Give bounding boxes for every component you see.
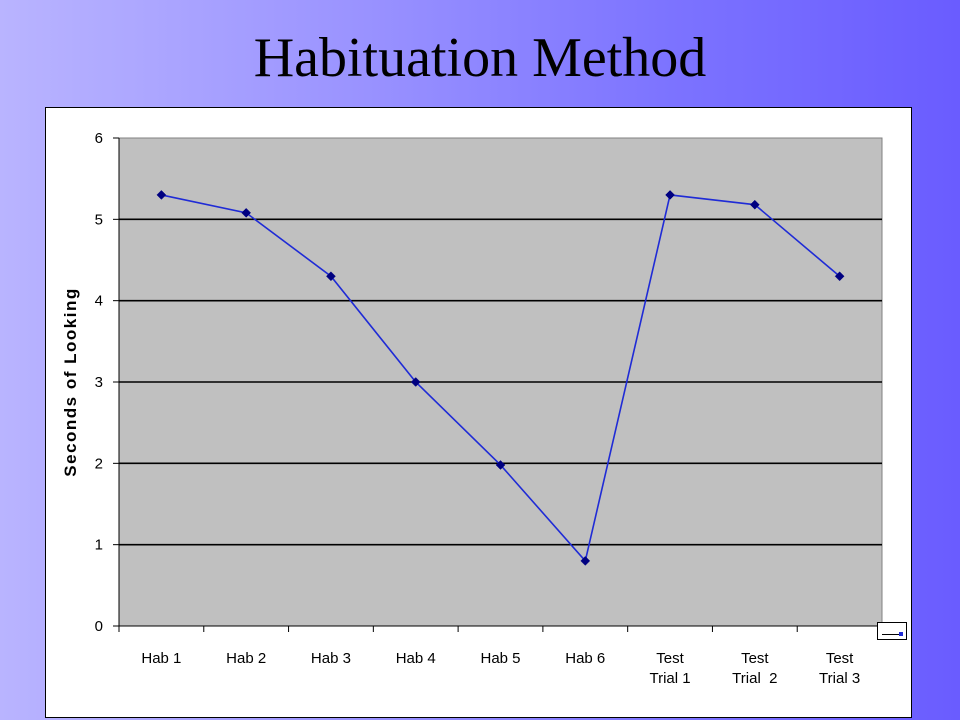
- slide-title: Habituation Method: [253, 27, 707, 89]
- y-tick-label: 3: [95, 374, 103, 391]
- y-tick-label: 0: [95, 618, 103, 635]
- x-tick-labels: Hab 1 Hab 2 Hab 3 Hab 4 Hab 5 Hab 6 Test Trial …: [141, 650, 860, 687]
- y-axis-label: Seconds of Looking: [61, 287, 80, 476]
- data-point: [326, 271, 336, 282]
- x-tick-label: Test Trial 1: [649, 650, 690, 687]
- data-point: [241, 207, 252, 218]
- y-tick-labels: 0 1 2 3 4 5 6: [95, 130, 103, 635]
- x-tick-label: Hab 2: [226, 650, 266, 667]
- line-series-icon[interactable]: [877, 622, 907, 640]
- x-tick-label: Hab 5: [480, 650, 520, 667]
- data-point: [156, 190, 167, 200]
- x-tick-label: Hab 6: [565, 650, 605, 667]
- data-point: [410, 377, 421, 387]
- y-tick-label: 4: [95, 293, 103, 310]
- data-point: [749, 199, 760, 210]
- data-point: [834, 271, 845, 282]
- data-point: [495, 460, 506, 470]
- x-tick-label: Hab 4: [396, 650, 436, 667]
- data-markers: [156, 190, 845, 566]
- x-tick-label: Hab 1: [141, 650, 181, 667]
- axes: [113, 137, 883, 632]
- x-tick-label: Hab 3: [311, 650, 351, 667]
- y-tick-label: 5: [95, 211, 103, 228]
- y-tick-label: 2: [95, 455, 103, 472]
- y-tick-label: 6: [95, 130, 103, 147]
- x-tick-label: Test Trial 3: [819, 650, 860, 687]
- y-tick-label: 1: [95, 537, 103, 554]
- x-tick-label: Test Trial 2: [732, 650, 777, 687]
- line-chart: 0 1 2 3 4 5 6 Hab 1 Hab 2 Hab 3 Hab 4 Hab 5 Hab 6 Te…: [61, 130, 883, 687]
- chart-frame: 0 1 2 3 4 5 6 Hab 1 Hab 2 Hab 3 Hab 4 Hab 5 Hab 6 Te…: [45, 107, 912, 718]
- data-point: [665, 190, 675, 200]
- data-point: [580, 556, 591, 566]
